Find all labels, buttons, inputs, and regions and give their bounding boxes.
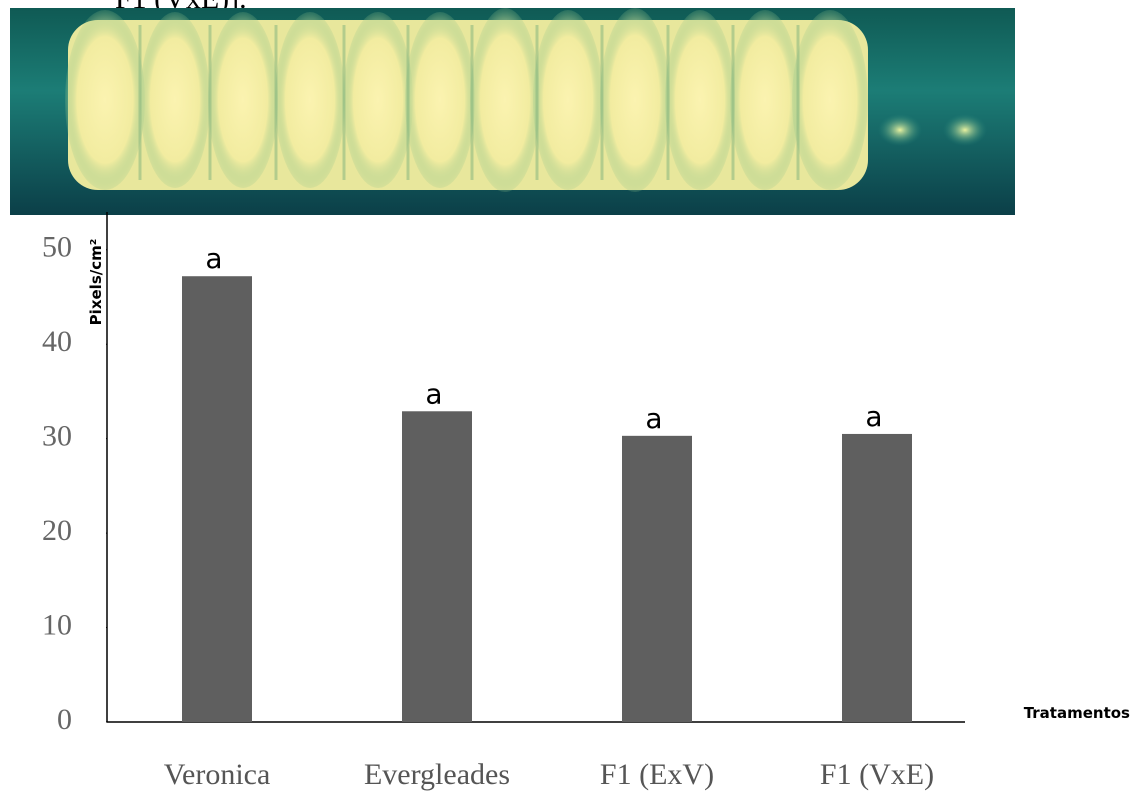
significance-letter: a (865, 400, 882, 433)
x-tick-label: Evergleades (364, 758, 510, 791)
significance-letter: a (205, 242, 222, 275)
y-tick-label: 20 (42, 514, 72, 547)
significance-letter: a (425, 377, 442, 410)
gel-image (10, 8, 1015, 215)
y-tick-label: 10 (42, 608, 72, 641)
bar (182, 276, 252, 722)
y-tick-label: 30 (42, 420, 72, 453)
bar (622, 435, 692, 722)
x-axis-title: Tratamentos (1024, 704, 1130, 722)
x-tick-label: F1 (VxE) (820, 758, 934, 791)
x-tick-label: Veronica (164, 758, 271, 791)
x-tick-label: F1 (ExV) (600, 758, 714, 791)
bar (402, 411, 472, 722)
y-tick-label: 0 (57, 703, 72, 736)
bar (842, 433, 912, 722)
significance-letter: a (645, 402, 662, 435)
y-axis-title: Pixels/cm² (87, 239, 105, 326)
y-tick-label: 40 (42, 325, 72, 358)
y-tick-label: 50 (42, 231, 72, 264)
